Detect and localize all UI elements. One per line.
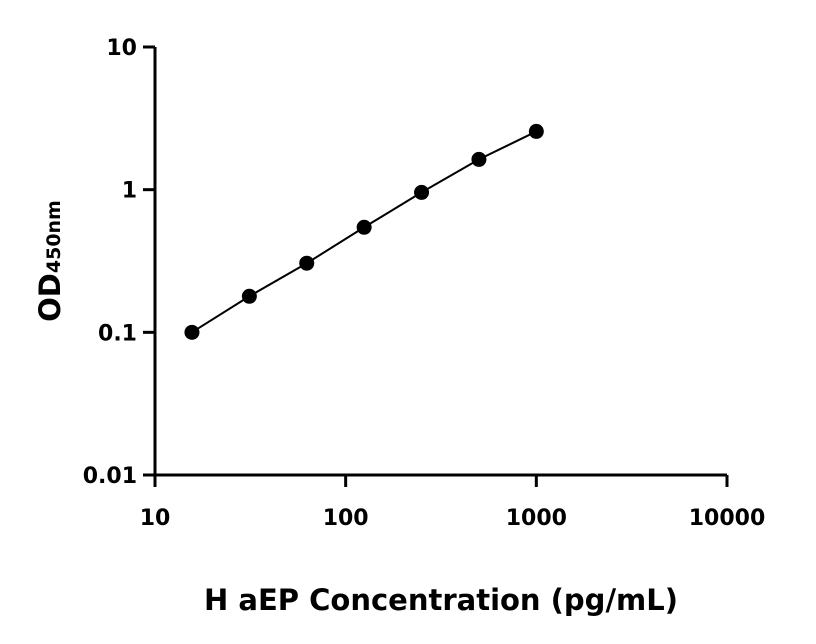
y-axis-label: OD450nm [33,200,67,322]
data-point [241,288,257,304]
x-axis-label: H aEP Concentration (pg/mL) [204,583,678,617]
y-tick-label: 1 [122,179,137,204]
data-point [471,151,487,167]
data-point [414,184,430,200]
y-axis-label-sub: 450nm [43,200,65,273]
x-tick-label: 100 [323,506,369,531]
data-point [299,255,315,271]
x-tick-label: 10 [140,506,171,531]
y-tick-label: 10 [106,36,137,61]
x-tick-label: 1000 [506,506,567,531]
data-point [528,123,544,139]
y-axis-label-main: OD [33,273,67,322]
y-tick-label: 0.1 [98,321,137,346]
y-tick-label: 0.01 [83,464,137,489]
data-point [356,219,372,235]
x-tick-label: 10000 [689,506,766,531]
data-point [184,324,200,340]
